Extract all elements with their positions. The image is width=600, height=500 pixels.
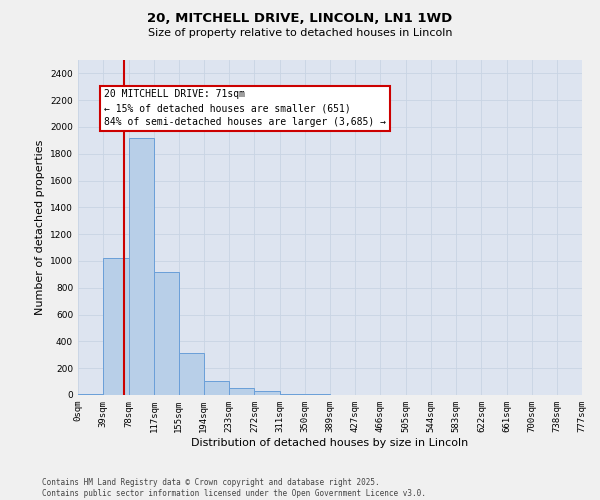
Bar <box>128 138 154 395</box>
Bar <box>78 394 103 395</box>
Bar <box>305 394 331 395</box>
Bar <box>229 388 254 395</box>
Bar <box>179 354 204 395</box>
Bar <box>204 381 229 395</box>
Bar <box>154 272 179 395</box>
Bar <box>254 391 280 395</box>
Text: Contains HM Land Registry data © Crown copyright and database right 2025.
Contai: Contains HM Land Registry data © Crown c… <box>42 478 426 498</box>
Y-axis label: Number of detached properties: Number of detached properties <box>35 140 44 315</box>
Text: 20, MITCHELL DRIVE, LINCOLN, LN1 1WD: 20, MITCHELL DRIVE, LINCOLN, LN1 1WD <box>148 12 452 26</box>
Bar <box>280 394 305 395</box>
Bar <box>103 258 128 395</box>
Text: 20 MITCHELL DRIVE: 71sqm
← 15% of detached houses are smaller (651)
84% of semi-: 20 MITCHELL DRIVE: 71sqm ← 15% of detach… <box>104 90 386 128</box>
X-axis label: Distribution of detached houses by size in Lincoln: Distribution of detached houses by size … <box>191 438 469 448</box>
Text: Size of property relative to detached houses in Lincoln: Size of property relative to detached ho… <box>148 28 452 38</box>
